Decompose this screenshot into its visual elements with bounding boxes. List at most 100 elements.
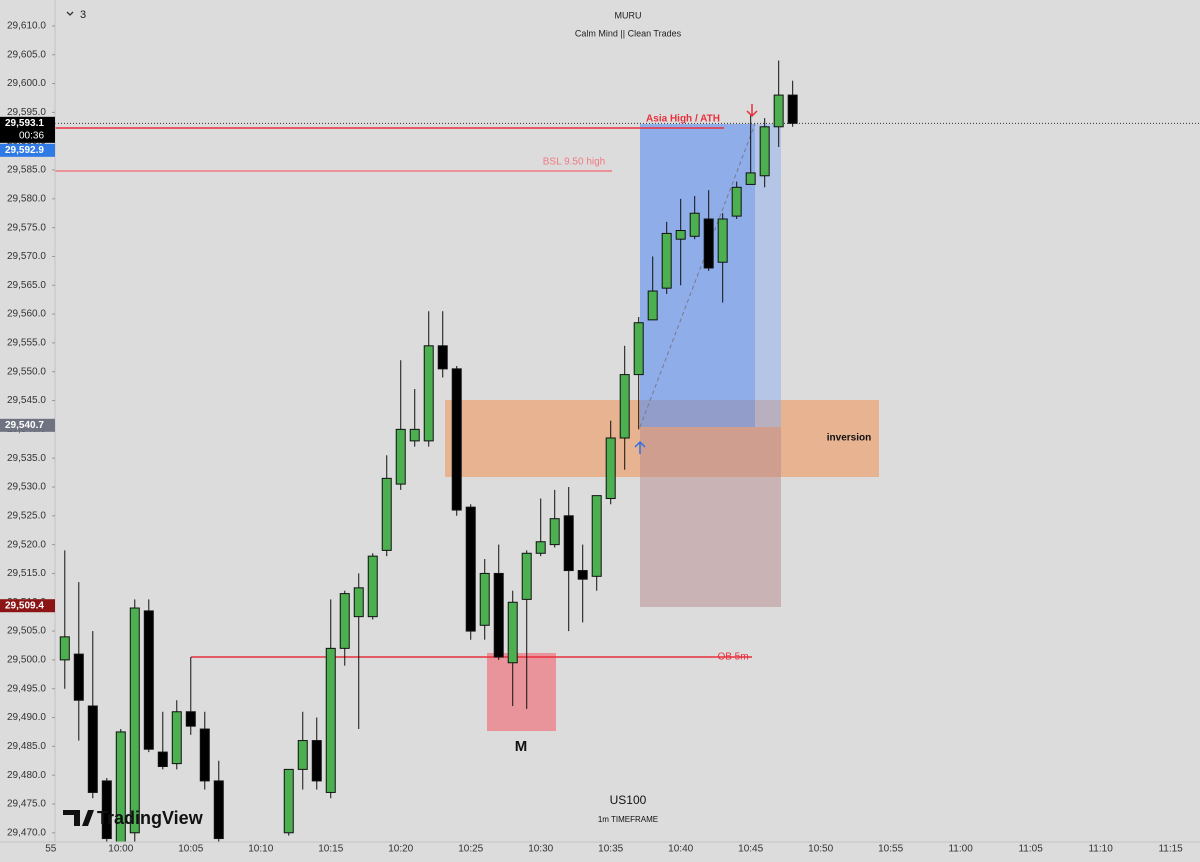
price-label: 29,593.1	[5, 118, 44, 129]
y-tick-label: 29,560.0	[7, 309, 46, 320]
candle-body	[745, 172, 756, 185]
candle-body	[619, 374, 630, 439]
price-label: 29,592.9	[5, 145, 44, 156]
x-tick-label: 55	[45, 844, 57, 855]
logo-icon	[63, 810, 94, 826]
candle-body	[381, 477, 392, 551]
candle-body	[409, 428, 420, 442]
candle-body	[507, 601, 518, 664]
candle-body	[395, 428, 406, 485]
candle-body	[661, 232, 672, 289]
price-label: 29,540.7	[5, 420, 44, 431]
candle-body	[59, 636, 70, 661]
annotation: Asia High / ATH	[646, 114, 720, 125]
x-tick-label: 11:00	[948, 844, 973, 855]
x-tick-label: 11:05	[1018, 844, 1043, 855]
candle-body	[451, 368, 462, 511]
x-tick-label: 11:15	[1158, 844, 1183, 855]
y-tick-label: 29,580.0	[7, 193, 46, 204]
x-tick-label: 10:35	[598, 844, 623, 855]
y-tick-label: 29,545.0	[7, 395, 46, 406]
candles	[55, 60, 1200, 842]
y-tick-label: 29,535.0	[7, 453, 46, 464]
y-tick-label: 29,605.0	[7, 49, 46, 60]
indicator-count[interactable]: 3	[80, 9, 86, 21]
y-tick-label: 29,490.0	[7, 712, 46, 723]
y-tick-label: 29,525.0	[7, 510, 46, 521]
candle-body	[591, 495, 602, 577]
candle-body	[283, 768, 294, 834]
price-countdown: 00:36	[19, 130, 44, 141]
x-tick-label: 10:25	[458, 844, 483, 855]
candle-body	[787, 94, 798, 124]
x-tick-label: 10:10	[248, 844, 273, 855]
candle-body	[703, 218, 714, 269]
annotation: BSL 9.50 high	[543, 157, 605, 168]
candle-body	[773, 94, 784, 128]
x-tick-label: 11:10	[1088, 844, 1113, 855]
price-label-box	[0, 143, 55, 157]
x-tick-label: 10:15	[318, 844, 343, 855]
candle-body	[633, 322, 644, 376]
price-label-box	[0, 116, 55, 143]
y-tick-label: 29,555.0	[7, 338, 46, 349]
candle-body	[101, 780, 112, 840]
candle-body	[731, 186, 742, 217]
trade-path	[639, 123, 756, 428]
x-tick-label: 10:30	[528, 844, 553, 855]
candle-body	[143, 610, 154, 750]
candle-body	[171, 711, 182, 765]
x-tick-label: 10:45	[738, 844, 763, 855]
y-tick-label: 29,480.0	[7, 770, 46, 781]
y-tick-label: 29,475.0	[7, 799, 46, 810]
candle-body	[367, 555, 378, 618]
candle-body	[535, 541, 546, 554]
annotation: OB 5m	[717, 652, 748, 663]
logo: TradingView	[97, 808, 204, 828]
candle-body	[185, 711, 196, 727]
candle-body	[157, 751, 168, 768]
candle-body	[115, 731, 126, 842]
candle-body	[199, 728, 210, 782]
candle-body	[521, 552, 532, 600]
price-label-box	[0, 599, 55, 613]
y-tick-label: 29,520.0	[7, 539, 46, 550]
y-tick-label: 29,530.0	[7, 482, 46, 493]
symbol-watermark: US100	[610, 793, 647, 807]
y-tick-label: 29,570.0	[7, 251, 46, 262]
candle-body	[213, 780, 224, 840]
y-tick-label: 29,565.0	[7, 280, 46, 291]
down-arrow	[746, 104, 758, 118]
y-tick-label: 29,600.0	[7, 78, 46, 89]
x-tick-label: 10:50	[808, 844, 833, 855]
candle-body	[479, 572, 490, 626]
overlay: Asia High / ATH BSL 9.50 high OB 5m inve…	[23, 9, 871, 856]
candle-body	[759, 126, 770, 177]
candle-body	[675, 230, 686, 240]
annotation: M	[515, 738, 528, 755]
candle-body	[129, 607, 140, 834]
candle-body	[689, 212, 700, 237]
y-tick-label: 29,575.0	[7, 222, 46, 233]
y-tick-label: 29,550.0	[7, 366, 46, 377]
collapse-icon[interactable]	[66, 11, 74, 16]
x-tick-label: 10:00	[108, 844, 133, 855]
candle-body	[563, 515, 574, 572]
candle-body	[605, 437, 616, 500]
candle-body	[311, 740, 322, 782]
up-arrow	[634, 440, 646, 454]
y-tick-label: 29,585.0	[7, 165, 46, 176]
stop-zone	[640, 427, 781, 607]
price-label-box	[0, 418, 55, 432]
candle-body	[647, 290, 658, 321]
x-tick-label: 10:40	[668, 844, 693, 855]
y-tick-label: 29,500.0	[7, 655, 46, 666]
y-tick-label: 29,515.0	[7, 568, 46, 579]
candle-body	[465, 506, 476, 632]
candle-body	[87, 705, 98, 793]
candle-body	[73, 653, 84, 701]
x-tick-label: 10:20	[388, 844, 413, 855]
candle-body	[493, 572, 504, 658]
annotation: inversion	[827, 433, 871, 444]
